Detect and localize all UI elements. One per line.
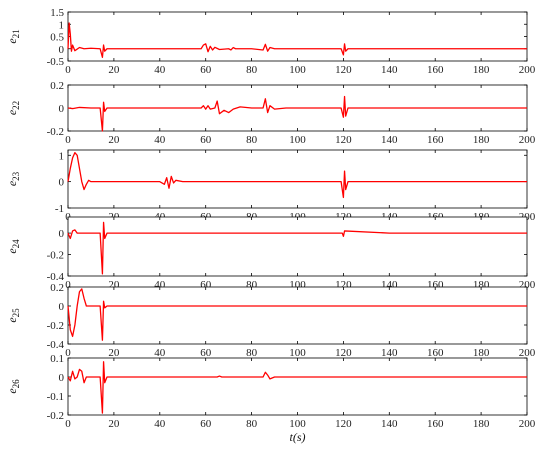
y-axis-label-e22: e22: [5, 101, 21, 115]
x-tick-label: 80: [246, 279, 258, 291]
x-tick-label: 200: [519, 347, 536, 359]
x-tick-label: 80: [246, 64, 258, 76]
x-tick-label: 160: [427, 347, 444, 359]
y-tick-label: 0.5: [50, 32, 64, 44]
x-tick-label: 0: [65, 418, 71, 430]
series-line-e26: [67, 361, 527, 414]
y-tick-label: 1: [59, 150, 65, 162]
y-tick-label: 0: [59, 177, 65, 189]
y-tick-label: 0: [59, 301, 65, 313]
x-tick-label: 80: [246, 347, 258, 359]
x-tick-label: 0: [65, 64, 71, 76]
x-tick-label: 20: [108, 347, 120, 359]
y-tick-label: -1: [55, 203, 64, 215]
x-tick-label: 40: [154, 134, 166, 146]
x-tick-label: 120: [335, 418, 352, 430]
x-tick-label: 20: [108, 134, 120, 146]
x-tick-label: 140: [381, 134, 398, 146]
y-axis-label-e21: e21: [5, 29, 21, 43]
y-axis-label-e25: e25: [5, 308, 21, 323]
x-tick-label: 160: [427, 134, 444, 146]
x-tick-label: 40: [154, 418, 166, 430]
x-tick-label: 200: [519, 418, 536, 430]
y-tick-label: 0: [59, 372, 65, 384]
x-tick-label: 100: [289, 418, 306, 430]
x-tick-label: 60: [200, 134, 212, 146]
plot-frame-24: [67, 216, 528, 277]
x-tick-label: 100: [289, 347, 306, 359]
series-line-e23: [67, 151, 527, 199]
plot-frame-23: [67, 149, 528, 209]
y-tick-label: -0.2: [47, 320, 64, 332]
x-tick-label: 40: [154, 64, 166, 76]
y-tick-label: -0.4: [47, 271, 65, 283]
x-tick-label: 60: [200, 279, 212, 291]
y-tick-label: -0.2: [47, 126, 64, 138]
y-axis-label-e23: e23: [5, 171, 21, 186]
x-tick-label: 60: [200, 347, 212, 359]
x-tick-label: 40: [154, 279, 166, 291]
plot-frame-21: [67, 11, 528, 62]
x-tick-label: 60: [200, 64, 212, 76]
y-tick-label: 0.2: [50, 282, 64, 294]
y-tick-label: 0: [59, 228, 65, 240]
x-tick-label: 0: [65, 347, 71, 359]
y-tick-label: -0.2: [47, 250, 64, 262]
y-tick-label: -0.1: [47, 391, 64, 403]
series-line-e21: [67, 22, 527, 58]
x-tick-label: 120: [335, 64, 352, 76]
x-tick-label: 80: [246, 418, 258, 430]
y-tick-label: 0: [59, 44, 65, 56]
x-tick-label: 180: [473, 418, 490, 430]
x-tick-label: 20: [108, 64, 120, 76]
y-tick-label: 0: [59, 103, 65, 115]
y-tick-label: 1: [59, 19, 65, 31]
x-tick-label: 60: [200, 418, 212, 430]
x-tick-label: 140: [381, 347, 398, 359]
x-tick-label: 40: [154, 347, 166, 359]
series-line-e22: [67, 95, 527, 132]
x-tick-label: 180: [473, 347, 490, 359]
x-tick-label: 100: [289, 64, 306, 76]
x-tick-label: 200: [519, 134, 536, 146]
y-tick-label: 0.2: [50, 80, 64, 92]
x-tick-label: 80: [246, 134, 258, 146]
y-tick-label: -0.5: [47, 56, 65, 68]
x-tick-label: 200: [519, 64, 536, 76]
y-axis-label-e24: e24: [5, 239, 21, 254]
x-tick-label: 180: [473, 134, 490, 146]
x-tick-label: 120: [335, 347, 352, 359]
x-tick-label: 140: [381, 418, 398, 430]
x-tick-label: 0: [65, 279, 71, 291]
x-tick-label: 140: [381, 64, 398, 76]
x-tick-label: 180: [473, 64, 490, 76]
x-axis-label: t(s): [290, 430, 306, 444]
y-axis-label-e26: e26: [5, 379, 21, 394]
x-tick-label: 0: [65, 134, 71, 146]
series-line-e25: [67, 288, 527, 341]
x-tick-label: 20: [108, 418, 120, 430]
x-tick-label: 160: [427, 418, 444, 430]
series-line-e24: [67, 221, 527, 275]
x-tick-label: 20: [108, 279, 120, 291]
plot-frame-26: [67, 357, 528, 416]
x-tick-label: 100: [289, 134, 306, 146]
x-tick-label: 160: [427, 64, 444, 76]
y-tick-label: 0.1: [50, 353, 64, 365]
y-tick-label: -0.2: [47, 410, 64, 422]
plot-frame-25: [67, 286, 528, 345]
y-tick-label: 1.5: [50, 7, 64, 19]
x-tick-label: 120: [335, 134, 352, 146]
y-tick-label: -0.4: [47, 339, 65, 351]
